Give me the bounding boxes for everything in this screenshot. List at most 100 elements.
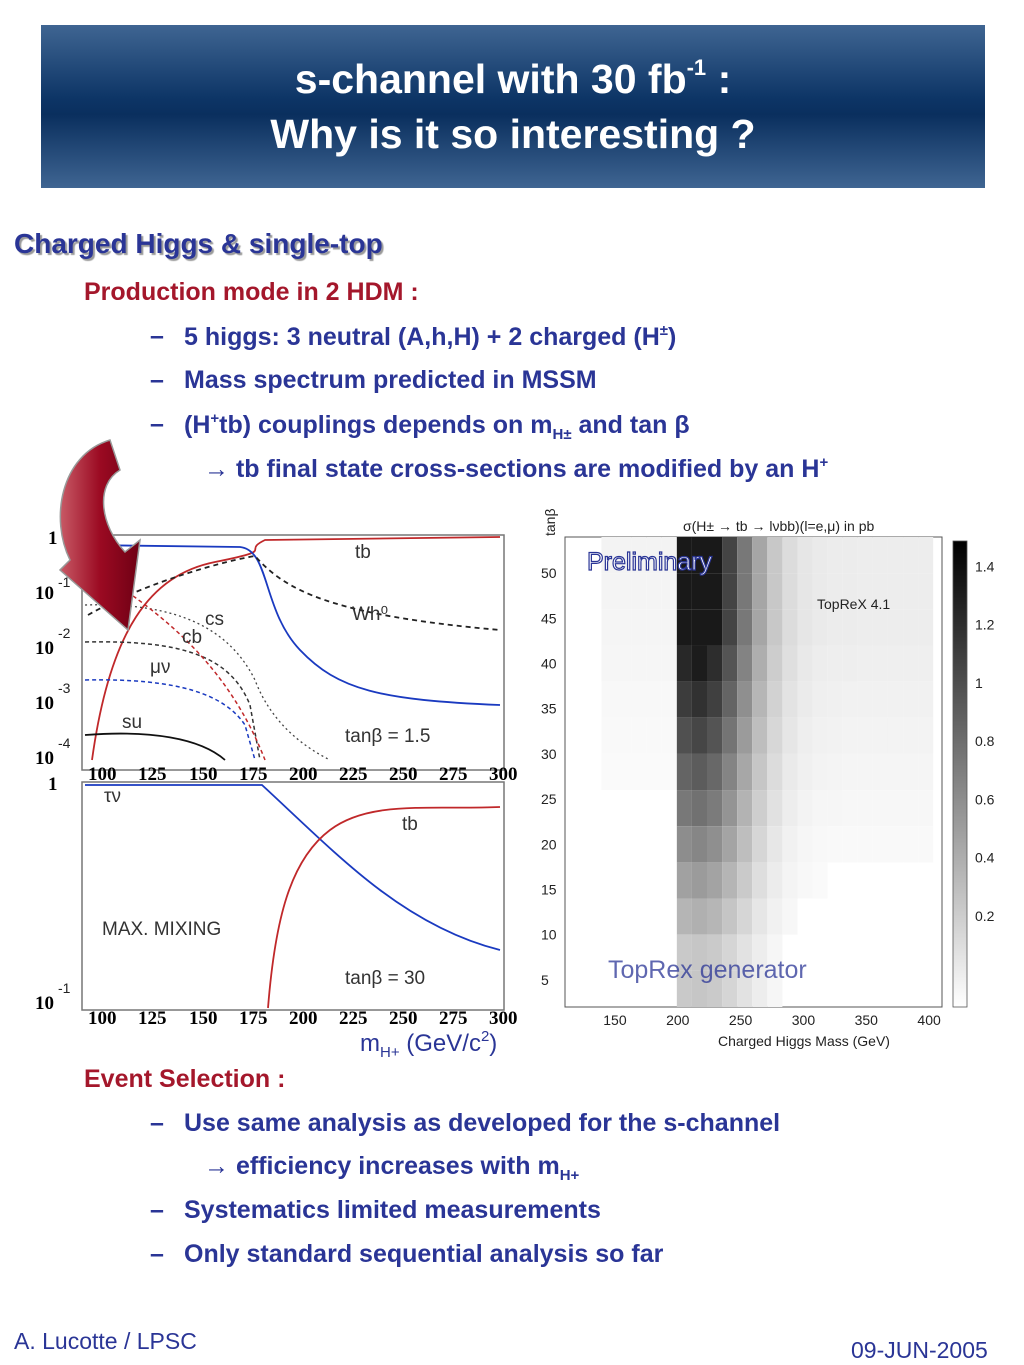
heatmap-cell xyxy=(857,537,873,574)
event-selection-heading: Event Selection : xyxy=(84,1065,286,1093)
label-tb: tb xyxy=(355,542,371,563)
heatmap-cell xyxy=(691,826,708,863)
heatmap-cell xyxy=(842,790,858,827)
x-tick: 125 xyxy=(138,1008,167,1029)
y-tick: 10 xyxy=(35,993,54,1014)
heatmap-cell xyxy=(782,645,798,682)
heatmap-cell xyxy=(601,681,617,718)
heatmap-cell xyxy=(872,609,888,646)
heatmap-cell xyxy=(707,573,723,610)
heatmap-cell xyxy=(797,645,813,682)
heatmap-cell xyxy=(722,681,738,718)
colorbar-tick: 1.2 xyxy=(975,617,995,633)
generator-label: TopRex generator xyxy=(608,956,807,984)
label-mixing: MAX. MIXING xyxy=(102,919,221,940)
heatmap-cell xyxy=(812,790,828,827)
label-su: su xyxy=(122,712,142,733)
heatmap-cell xyxy=(812,717,828,754)
heatmap-cell xyxy=(676,717,692,754)
heatmap-cell xyxy=(782,717,798,754)
heatmap-cell xyxy=(646,573,662,610)
heatmap-cell xyxy=(872,645,888,682)
heatmap-cell xyxy=(616,573,632,610)
heatmap-cell xyxy=(722,790,738,827)
label-tb-bottom: tb xyxy=(402,814,418,835)
heatmap-cell xyxy=(752,790,768,827)
heatmap-cell xyxy=(782,609,798,646)
heatmap-cell xyxy=(722,717,738,754)
heatmap-cell xyxy=(707,826,723,863)
heatmap-cell xyxy=(903,790,919,827)
heatmap-cell xyxy=(872,573,888,610)
heatmap-cell xyxy=(797,681,813,718)
heatmap-cell xyxy=(797,862,813,899)
heatmap-cell xyxy=(752,537,768,574)
heatmap-cell xyxy=(767,645,783,682)
bullet-dash: – xyxy=(150,322,164,350)
heatmap-y-tick: 50 xyxy=(541,565,557,581)
heatmap-cell xyxy=(887,717,904,754)
bullet-dash: – xyxy=(150,1196,164,1224)
heatmap-cell xyxy=(737,862,753,899)
toprex-version: TopReX 4.1 xyxy=(817,596,890,612)
bullet-dash: – xyxy=(150,410,164,438)
heatmap-cell xyxy=(827,645,843,682)
x-tick: 200 xyxy=(289,764,318,785)
heatmap-cell xyxy=(616,609,632,646)
heatmap-cell xyxy=(661,681,677,718)
event-bullet-1: Use same analysis as developed for the s… xyxy=(184,1109,781,1137)
heatmap-cell xyxy=(707,717,723,754)
heatmap-cell xyxy=(691,537,708,574)
heatmap-cell xyxy=(616,645,632,682)
heatmap-cell xyxy=(707,609,723,646)
heatmap-cell xyxy=(827,717,843,754)
heatmap-cell xyxy=(918,753,934,791)
heatmap-cell xyxy=(797,573,813,610)
heatmap-cell xyxy=(691,609,708,646)
heatmap-cell xyxy=(872,753,888,791)
curve-munu-top xyxy=(84,679,256,761)
heatmap-cell xyxy=(737,934,753,971)
heatmap-cell xyxy=(812,862,828,899)
y-exponent: -2 xyxy=(58,625,71,641)
x-tick: 175 xyxy=(239,764,268,785)
event-bullet-2: Systematics limited measurements xyxy=(184,1196,601,1224)
heatmap-cell xyxy=(737,681,753,718)
heatmap-cell xyxy=(676,862,692,899)
heatmap-cell xyxy=(661,645,677,682)
y-exponent: -1 xyxy=(58,980,71,996)
heatmap-cell xyxy=(782,573,798,610)
x-tick: 100 xyxy=(88,764,117,785)
heatmap-cell xyxy=(918,537,934,574)
curve-tb-bottom xyxy=(267,806,501,1009)
heatmap-cell xyxy=(631,645,647,682)
heatmap-cell xyxy=(812,609,828,646)
heatmap-cell xyxy=(767,717,783,754)
heatmap-cell xyxy=(691,934,708,971)
curve-taunu-top xyxy=(84,544,501,706)
heatmap-cell xyxy=(767,934,783,971)
heatmap-cell xyxy=(797,609,813,646)
footer-author: A. Lucotte / LPSC xyxy=(14,1328,197,1354)
heatmap-cell xyxy=(752,645,768,682)
label-cb: cb xyxy=(182,627,202,648)
heatmap-cell xyxy=(872,537,888,574)
heatmap-cell xyxy=(857,609,873,646)
heatmap-cell xyxy=(676,537,692,574)
heatmap-cell xyxy=(707,934,723,971)
heatmap-cell xyxy=(827,681,843,718)
y-exponent: -1 xyxy=(58,574,71,590)
heatmap-cell xyxy=(857,645,873,682)
heatmap-cell xyxy=(782,537,798,574)
heatmap-cell xyxy=(767,753,783,791)
heatmap-y-tick: 5 xyxy=(541,972,549,988)
x-tick: 250 xyxy=(389,764,418,785)
x-tick: 125 xyxy=(138,764,167,785)
heatmap-cell xyxy=(616,717,632,754)
bullet-dash: – xyxy=(150,366,164,394)
heatmap-cell xyxy=(842,573,858,610)
curve-red-dashed-top xyxy=(109,579,266,761)
heatmap-cell xyxy=(797,753,813,791)
curve-su-top xyxy=(84,732,226,761)
heatmap-cell xyxy=(872,681,888,718)
